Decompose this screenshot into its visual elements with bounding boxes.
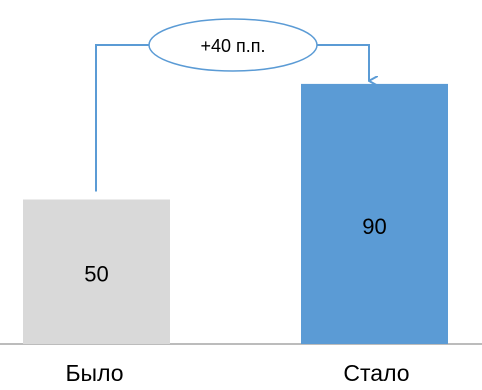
bar-after [301,83,448,345]
connector-left-line [95,44,149,192]
data-label-after: 90 [362,214,386,239]
bar-before [23,199,170,344]
connector-right-arrow [317,44,369,81]
category-label-before: Было [65,360,123,385]
delta-annotation-label: +40 п.п. [200,36,265,56]
data-label-before: 50 [84,262,108,287]
category-label-after: Стало [343,360,409,385]
delta-annotation-ellipse [148,18,318,72]
